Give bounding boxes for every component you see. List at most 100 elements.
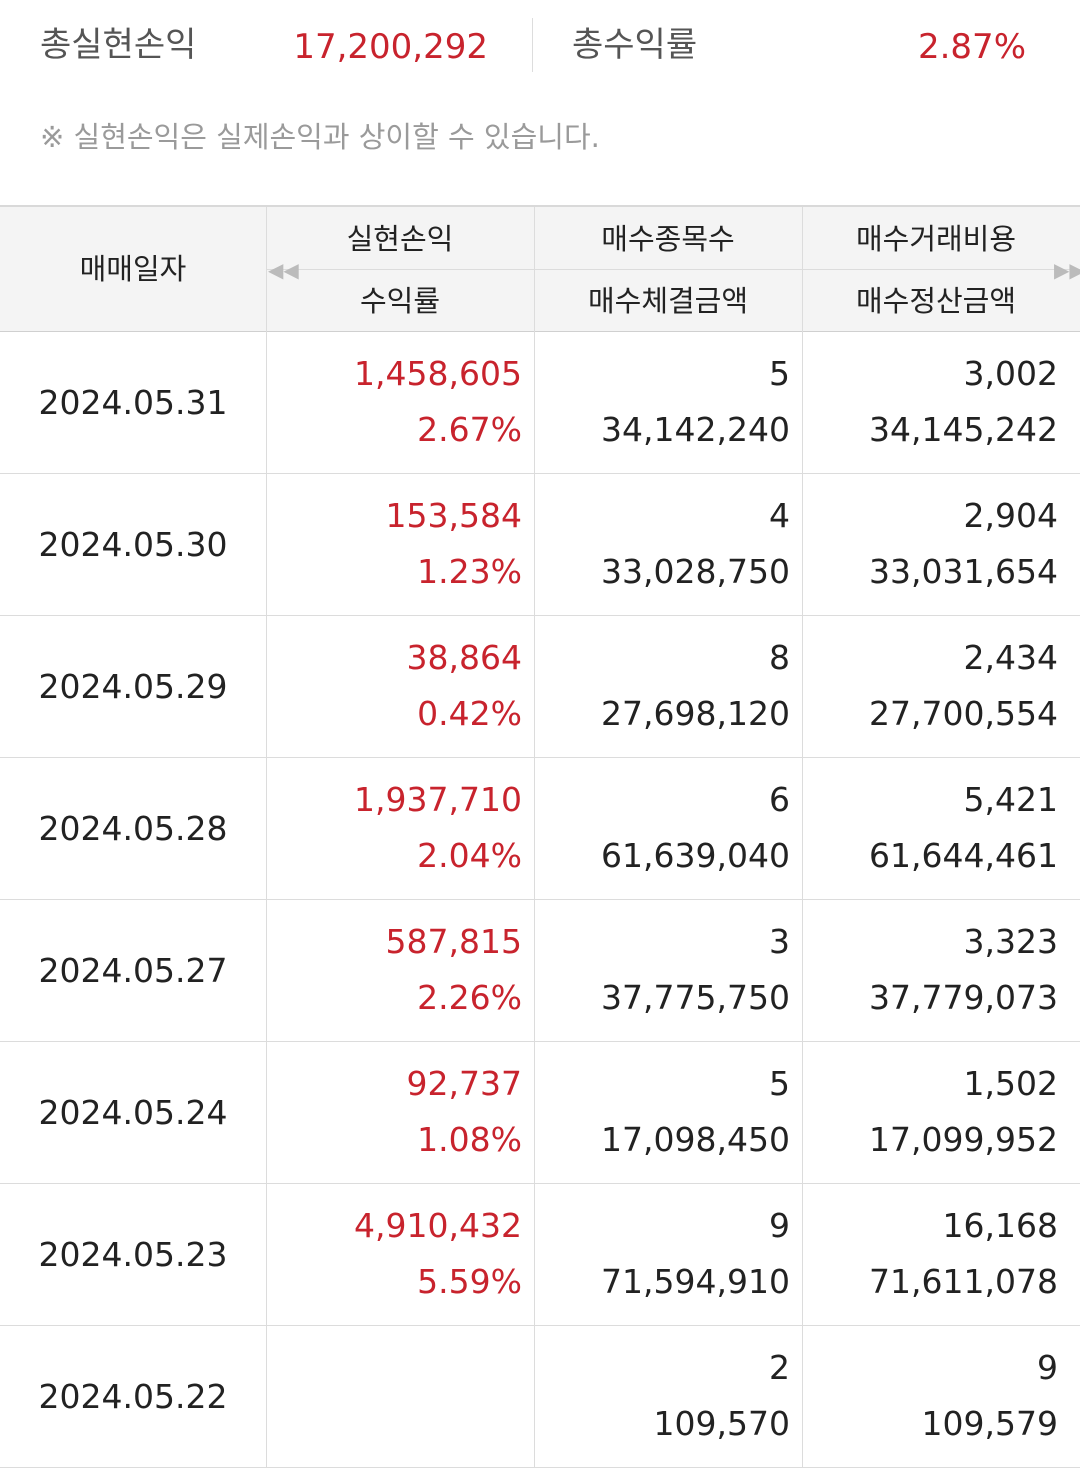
- column-divider: [802, 758, 803, 900]
- buy-settlement-amount: 33,031,654: [869, 552, 1058, 591]
- buy-trade-cost: 3,002: [963, 354, 1058, 393]
- realized-profit: 1,458,605: [354, 354, 522, 393]
- header-mid-divider: [266, 269, 1080, 270]
- buy-executed-amount: 109,570: [653, 1404, 790, 1443]
- table-row[interactable]: 2024.05.24 92,737 1.08% 5 17,098,450 1,502 17,…: [0, 1042, 1080, 1184]
- buy-settlement-amount: 37,779,073: [869, 978, 1058, 1017]
- column-divider: [802, 474, 803, 616]
- table-row[interactable]: 2024.05.30 153,584 1.23% 4 33,028,750 2,904 33…: [0, 474, 1080, 616]
- buy-item-count: 8: [769, 638, 790, 677]
- buy-trade-cost: 16,168: [942, 1206, 1058, 1245]
- summary-bar: 총실현손익 17,200,292 총수익률 2.87%: [0, 0, 1080, 92]
- column-divider: [802, 1184, 803, 1326]
- buy-executed-amount: 71,594,910: [601, 1262, 790, 1301]
- buy-trade-cost: 5,421: [963, 780, 1058, 819]
- summary-divider: [532, 18, 533, 72]
- return-rate: 1.23%: [417, 552, 522, 591]
- trade-date: 2024.05.29: [38, 667, 228, 706]
- table-row[interactable]: 2024.05.22 2 109,570 9 109,579: [0, 1326, 1080, 1468]
- table-header: 매매일자 실현손익 수익률 매수종목수 매수체결금액 매수거래비용 매수정산금액…: [0, 207, 1080, 332]
- total-realized-value: 17,200,292: [293, 27, 488, 67]
- column-divider: [534, 900, 535, 1042]
- column-divider: [802, 616, 803, 758]
- trade-date: 2024.05.27: [38, 951, 228, 990]
- buy-item-count: 2: [769, 1348, 790, 1387]
- column-divider: [534, 1326, 535, 1468]
- column-divider: [266, 474, 267, 616]
- buy-settlement-amount: 109,579: [921, 1404, 1058, 1443]
- buy-item-count: 3: [769, 922, 790, 961]
- buy-settlement-amount: 71,611,078: [869, 1262, 1058, 1301]
- column-divider: [266, 616, 267, 758]
- column-divider: [266, 1042, 267, 1184]
- column-divider: [534, 1184, 535, 1326]
- column-divider: [266, 758, 267, 900]
- column-divider: [802, 1326, 803, 1468]
- buy-item-count: 4: [769, 496, 790, 535]
- column-divider: [534, 474, 535, 616]
- buy-executed-amount: 27,698,120: [601, 694, 790, 733]
- buy-trade-cost: 9: [1037, 1348, 1058, 1387]
- header-return: 수익률: [359, 284, 441, 318]
- buy-executed-amount: 34,142,240: [601, 410, 790, 449]
- return-rate: 5.59%: [417, 1262, 522, 1301]
- buy-executed-amount: 37,775,750: [601, 978, 790, 1017]
- buy-trade-cost: 3,323: [963, 922, 1058, 961]
- column-divider: [534, 616, 535, 758]
- header-buy-count: 매수종목수: [601, 222, 735, 256]
- double-chevron-right-icon[interactable]: ▶▶: [1054, 258, 1080, 282]
- trade-date: 2024.05.23: [38, 1235, 228, 1274]
- buy-item-count: 5: [769, 1064, 790, 1103]
- column-divider: [534, 332, 535, 474]
- buy-item-count: 6: [769, 780, 790, 819]
- table-row[interactable]: 2024.05.29 38,864 0.42% 8 27,698,120 2,434 27,…: [0, 616, 1080, 758]
- table-row[interactable]: 2024.05.27 587,815 2.26% 3 37,775,750 3,323 37…: [0, 900, 1080, 1042]
- buy-settlement-amount: 34,145,242: [869, 410, 1058, 449]
- buy-settlement-amount: 27,700,554: [869, 694, 1058, 733]
- column-divider: [266, 1184, 267, 1326]
- realized-profit: 1,937,710: [354, 780, 522, 819]
- realized-profit: 92,737: [406, 1064, 522, 1103]
- table-row[interactable]: 2024.05.31 1,458,605 2.67% 5 34,142,240 3,002…: [0, 332, 1080, 474]
- column-divider: [266, 1326, 267, 1468]
- total-return-label: 총수익률: [572, 25, 698, 65]
- column-divider: [534, 1042, 535, 1184]
- buy-item-count: 9: [769, 1206, 790, 1245]
- trade-date: 2024.05.24: [38, 1093, 228, 1132]
- return-rate: 2.04%: [417, 836, 522, 875]
- return-rate: 2.26%: [417, 978, 522, 1017]
- header-settle-amount: 매수정산금액: [855, 284, 1017, 318]
- buy-trade-cost: 2,434: [963, 638, 1058, 677]
- buy-executed-amount: 33,028,750: [601, 552, 790, 591]
- header-buy-cost: 매수거래비용: [855, 222, 1017, 256]
- column-divider: [266, 900, 267, 1042]
- column-divider: [802, 332, 803, 474]
- column-divider: [802, 900, 803, 1042]
- total-return-value: 2.87%: [917, 27, 1026, 67]
- buy-trade-cost: 1,502: [963, 1064, 1058, 1103]
- header-date: 매매일자: [79, 252, 187, 286]
- buy-item-count: 5: [769, 354, 790, 393]
- return-rate: 2.67%: [417, 410, 522, 449]
- trade-date: 2024.05.30: [38, 525, 228, 564]
- column-divider: [802, 1042, 803, 1184]
- table-row[interactable]: 2024.05.28 1,937,710 2.04% 6 61,639,040 5,421…: [0, 758, 1080, 900]
- column-divider: [266, 332, 267, 474]
- realized-profit: 587,815: [385, 922, 522, 961]
- total-realized-label: 총실현손익: [40, 25, 197, 65]
- buy-executed-amount: 17,098,450: [601, 1120, 790, 1159]
- return-rate: 0.42%: [417, 694, 522, 733]
- buy-executed-amount: 61,639,040: [601, 836, 790, 875]
- table-row[interactable]: 2024.05.23 4,910,432 5.59% 9 71,594,910 16,16…: [0, 1184, 1080, 1326]
- realized-profit: 4,910,432: [354, 1206, 522, 1245]
- buy-settlement-amount: 61,644,461: [869, 836, 1058, 875]
- trade-date: 2024.05.31: [38, 383, 228, 422]
- double-chevron-left-icon[interactable]: ◀◀: [268, 258, 299, 282]
- header-realized: 실현손익: [346, 222, 454, 256]
- column-divider: [534, 758, 535, 900]
- realized-profit: 38,864: [406, 638, 522, 677]
- trade-date: 2024.05.22: [38, 1377, 228, 1416]
- trade-date: 2024.05.28: [38, 809, 228, 848]
- header-buy-amount: 매수체결금액: [587, 284, 749, 318]
- trade-history-table[interactable]: 매매일자 실현손익 수익률 매수종목수 매수체결금액 매수거래비용 매수정산금액…: [0, 205, 1080, 1468]
